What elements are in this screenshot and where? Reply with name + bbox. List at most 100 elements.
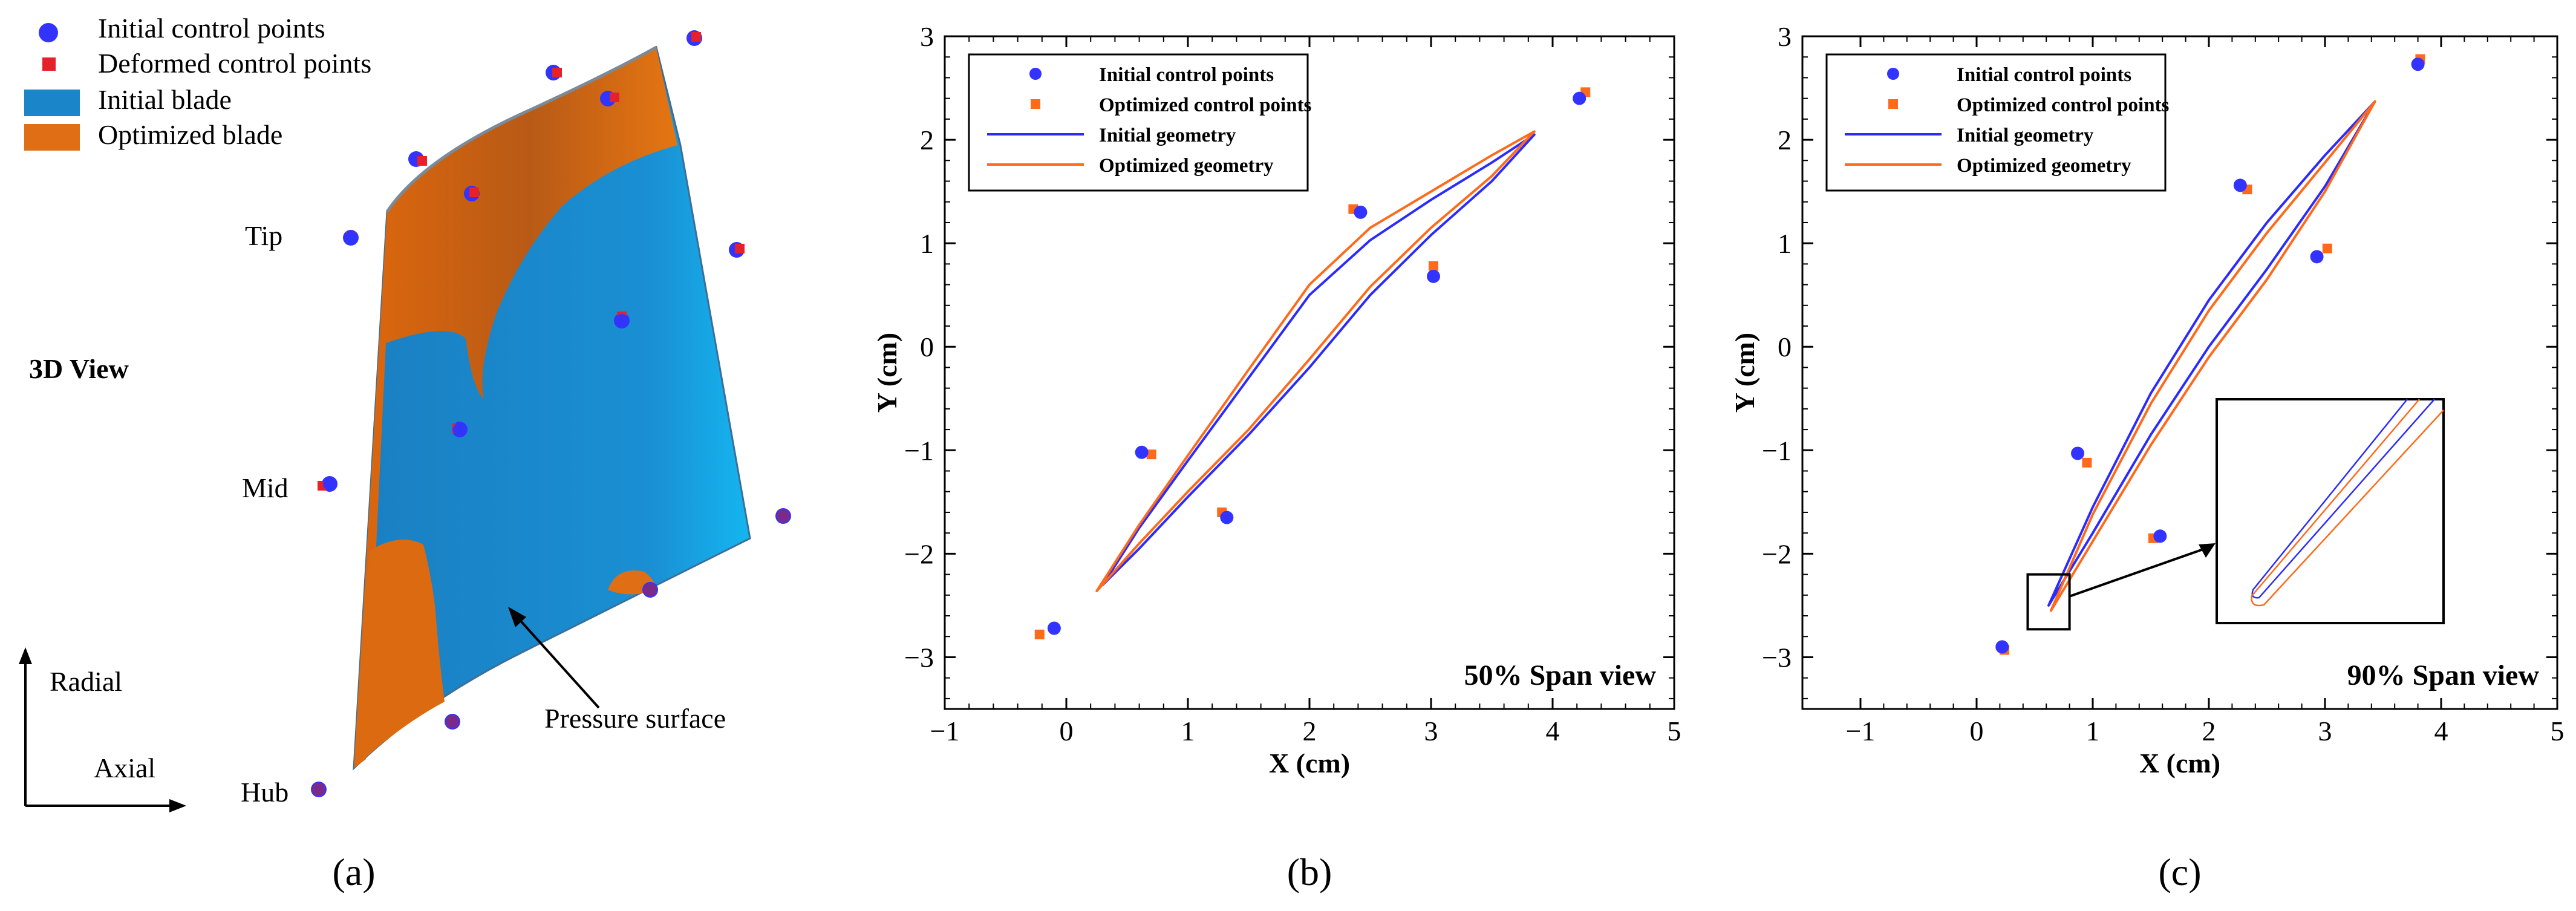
radial-label: Radial [50,666,122,697]
cp-initial-overlay [615,314,628,327]
span-view-label: 50% Span view [1464,659,1657,691]
y-tick-label: 2 [920,125,934,155]
x-axis-label: X (cm) [1269,748,1350,779]
legend-initial-cp-marker [39,23,58,42]
cp-initial-overlay [312,783,325,796]
initial-control-point [2411,57,2425,71]
initial-control-point [1995,640,2009,654]
x-tick-label: 5 [2551,716,2565,746]
plot-frame [1801,35,2558,710]
mid-label: Mid [242,472,289,503]
zoom-connector-arrowhead [2199,543,2216,558]
radial-arrowhead [19,647,32,664]
optimized-blade-hub-region [354,540,445,768]
y-axis-label: Y (cm) [1729,333,1760,413]
initial-control-point [1220,511,1234,524]
orientation-axes [19,647,186,812]
legend-3d: Initial control points Deformed control … [24,13,371,151]
legend-deformed-cp-label: Deformed control points [98,48,371,79]
pressure-surface-label: Pressure surface [544,703,726,734]
initial-control-point [2233,178,2247,192]
optimized-blade-top-region [381,47,677,399]
hub-label: Hub [241,777,289,808]
zoom-region-box [2026,573,2071,631]
y-axis-label: Y (cm) [872,333,902,413]
initial-control-point [2153,529,2167,543]
y-tick-label: −3 [1762,642,1792,673]
caption-a: (a) [332,851,375,893]
y-tick-label: 3 [1778,21,1792,52]
cp-initial-overlay [777,509,790,523]
x-tick-label: 3 [2318,716,2332,746]
x-tick-label: 1 [2086,716,2100,746]
chart-90-span: −1 0 1 2 3 4 5 −3 −2 −1 0 1 2 3 X (cm) Y (cm) Initial co… [1729,21,2565,893]
initial-control-point [2310,250,2324,264]
cp-deformed [552,68,562,77]
x-tick-label: 2 [2202,716,2216,746]
legend-label: Optimized geometry [1099,155,1274,177]
axial-label: Axial [94,753,155,783]
legend-label: Optimized control points [1957,94,2170,116]
panel-caption: (c) [2158,851,2201,893]
inset-optimized-geometry-curve [2251,399,2444,607]
x-tick-label: 0 [1060,716,1074,746]
tip-label: Tip [245,220,282,251]
initial-control-point [1354,205,1368,219]
x-tick-label: 4 [2434,716,2448,746]
view-label: 3D View [29,353,129,384]
optimized-control-point [2322,243,2332,253]
cp-deformed [610,93,619,102]
initial-control-point [1573,91,1586,105]
control-points-3d [311,30,791,797]
initial-control-point [1047,621,1061,635]
legend-optimized-blade-label: Optimized blade [98,119,282,150]
legend-initial-cp-marker [1029,68,1042,80]
legend-optimized-cp-marker [1031,99,1040,109]
x-tick-label: −1 [1846,716,1876,746]
legend-deformed-cp-marker [42,57,56,71]
legend-label: Initial geometry [1099,125,1236,146]
y-tick-label: −2 [1762,538,1792,569]
legend-label: Initial control points [1957,64,2131,86]
y-tick-label: −2 [904,538,934,569]
initial-control-point [1427,269,1441,283]
optimized-control-point [1146,449,1156,460]
y-tick-label: 0 [1778,331,1792,362]
y-tick-label: −1 [1762,435,1792,466]
cp-initial-overlay [344,231,357,244]
optimized-control-point [1429,261,1439,271]
cp-deformed [469,188,479,197]
cp-initial-overlay [446,715,459,728]
y-tick-label: 1 [920,228,934,259]
x-tick-label: 4 [1546,716,1560,746]
panel-caption: (b) [1287,851,1332,893]
y-tick-label: −3 [904,642,934,673]
cp-deformed [735,244,745,253]
legend-optimized-cp-marker [1888,99,1898,109]
x-tick-label: 1 [1181,716,1195,746]
x-tick-label: 0 [1970,716,1984,746]
cp-initial-overlay [644,583,657,596]
x-tick-label: 2 [1303,716,1317,746]
initial-geometry-curve [1101,133,1536,586]
legend-box [968,53,1309,192]
legend-label: Optimized control points [1099,94,1312,116]
blade-tip-edge [385,45,657,213]
optimized-geometry-curve [1095,130,1536,592]
y-tick-label: −1 [904,435,934,466]
panel-a-3d-view: Initial control points Deformed control … [19,13,791,893]
cp-deformed [417,156,427,166]
cp-initial-overlay [453,423,466,436]
initial-control-point [1135,445,1149,459]
chart-50-span: −1 0 1 2 3 4 5 −3 −2 −1 0 1 2 3 X (cm) Y (cm) Initial co… [872,21,1681,893]
legend-label: Optimized geometry [1957,155,2131,177]
zoom-connector-arrow [2069,546,2209,598]
pressure-surface-pointer [516,616,600,709]
legend-box [1825,53,2167,192]
legend-initial-blade-swatch [24,90,80,116]
x-tick-label: 3 [1424,716,1438,746]
initial-control-point [2071,446,2085,460]
y-tick-label: 0 [920,331,934,362]
x-axis-label: X (cm) [2139,748,2220,779]
